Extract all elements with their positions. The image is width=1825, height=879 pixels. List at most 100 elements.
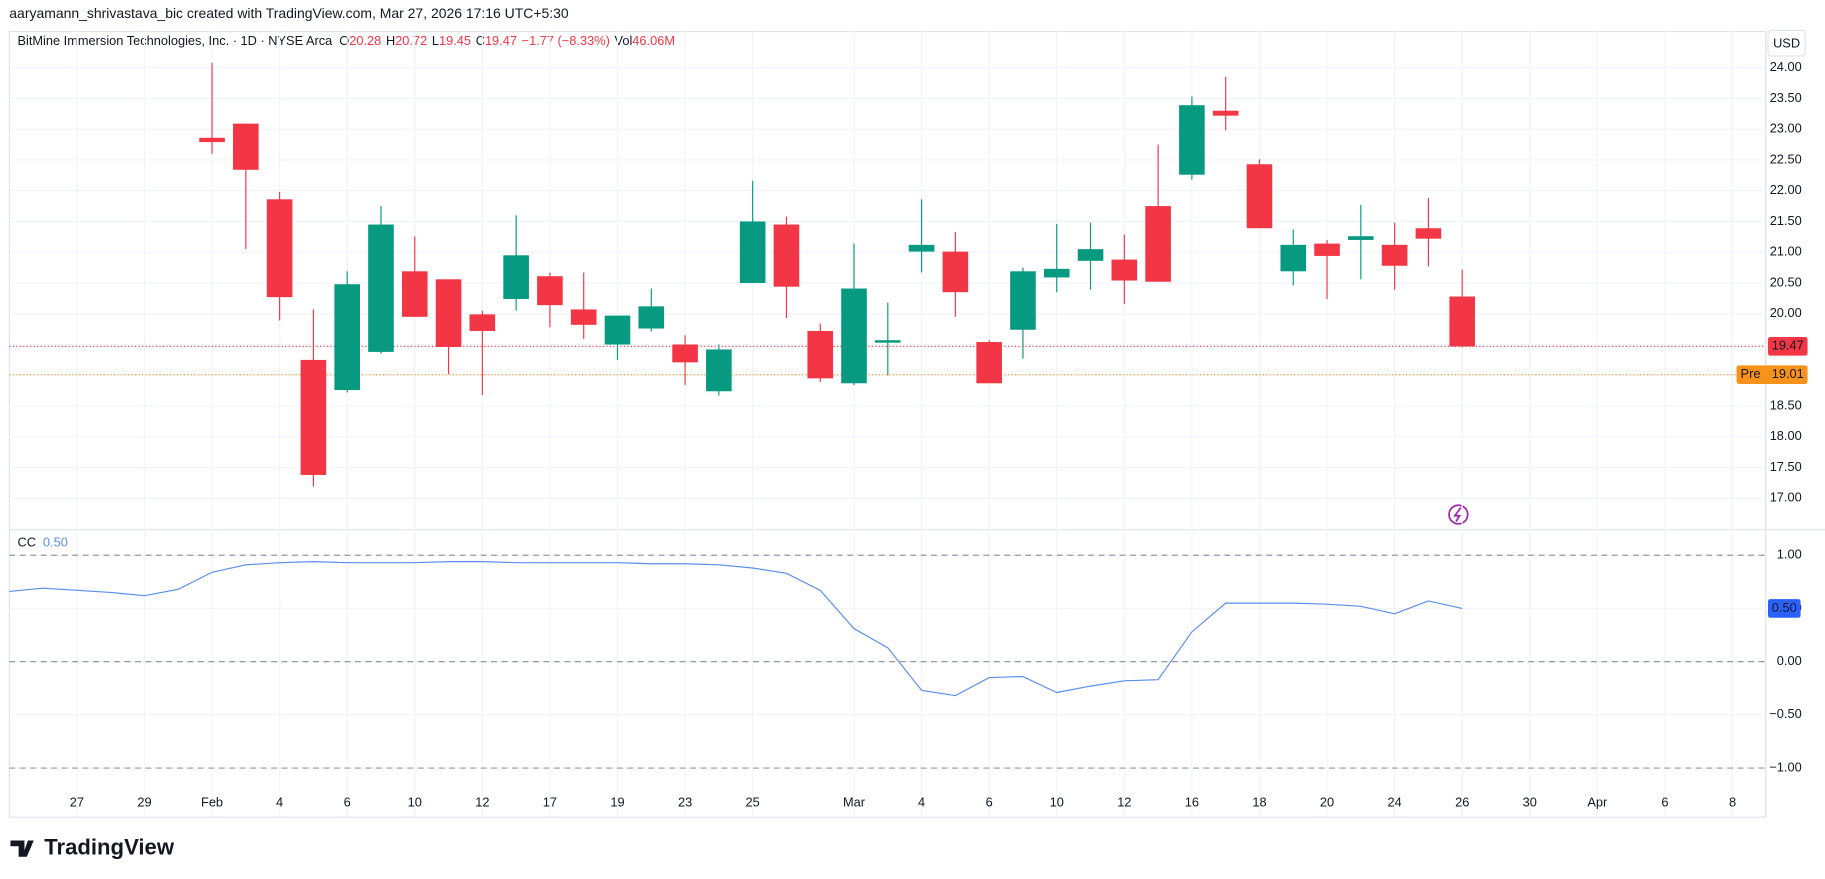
x-tick-label: 6: [1661, 795, 1668, 810]
candle-body: [368, 224, 394, 352]
y-tick-label: −1.00: [1769, 759, 1801, 774]
x-tick-label: 26: [1455, 795, 1469, 810]
ohlc-label: H: [386, 33, 395, 48]
candle-body: [1381, 244, 1408, 266]
last-price-tag: [1767, 337, 1808, 356]
candle-body: [1280, 244, 1307, 272]
alert-icon[interactable]: [1448, 504, 1469, 525]
candle-body: [841, 288, 867, 384]
candle-body: [1415, 228, 1442, 239]
x-tick-label: 20: [1320, 795, 1334, 810]
candle-body: [942, 251, 969, 293]
currency-button[interactable]: [1767, 29, 1806, 57]
x-tick-label: 24: [1388, 795, 1402, 810]
title: BitMine Immersion Technologies, Inc. · 1…: [17, 33, 333, 48]
x-tick-label: 29: [137, 795, 151, 810]
candle-body: [1077, 249, 1104, 261]
y-tick-label: 0.00: [1777, 653, 1802, 668]
x-tick-label: 23: [678, 795, 692, 810]
x-tick-label: 17: [543, 795, 557, 810]
x-tick-label: Feb: [201, 795, 223, 810]
candle-body: [638, 306, 665, 329]
x-tick-label: 12: [1117, 795, 1131, 810]
y-tick-label: 24.00: [1770, 59, 1802, 74]
x-tick-label: Mar: [843, 795, 866, 810]
candle-body: [1010, 271, 1036, 330]
y-tick-label: 17.00: [1770, 490, 1802, 505]
y-tick-label: 20.50: [1770, 274, 1802, 289]
ohlc-value: 20.72: [395, 33, 427, 48]
y-tick-label: 20.00: [1770, 305, 1802, 320]
candle-body: [199, 137, 225, 143]
ohlc-value: 19.45: [439, 33, 471, 48]
candle-body: [334, 284, 360, 391]
premarket-name: Pre: [1741, 366, 1761, 381]
y-tick-label: 17.50: [1770, 459, 1802, 474]
y-tick-label: 22.50: [1770, 151, 1802, 166]
ohlc-value: 19.47: [485, 33, 517, 48]
candle-body: [1043, 268, 1070, 278]
x-tick-label: 18: [1252, 795, 1266, 810]
ohlc-label: C: [476, 33, 485, 48]
x-tick-label: 19: [610, 795, 624, 810]
x-tick-label: 10: [1050, 795, 1064, 810]
candle-body: [908, 244, 935, 252]
x-tick-label: 6: [986, 795, 993, 810]
ohlc-label: O: [339, 33, 349, 48]
candle-body: [1348, 236, 1374, 240]
volume-value: 46.06M: [632, 33, 675, 48]
indicator-name: CC: [17, 535, 35, 550]
currency[interactable]: USD: [1773, 36, 1800, 51]
candle-body: [435, 279, 462, 347]
x-tick-label: 10: [408, 795, 422, 810]
candle-body: [706, 349, 732, 392]
indicator-tag-label: 0.50: [1772, 600, 1797, 615]
change: −1.77 (−8.33%): [522, 33, 610, 48]
candle-body: [874, 340, 901, 343]
x-tick-label: Apr: [1587, 795, 1608, 810]
candle-body: [1111, 259, 1138, 281]
candle-body: [233, 123, 259, 170]
x-tick-label: 30: [1523, 795, 1537, 810]
candle-body: [503, 255, 529, 299]
creator-note: aaryamann_shrivastava_bic created with T…: [9, 5, 569, 21]
candle-body: [1212, 110, 1239, 116]
candle-body: [1179, 105, 1205, 175]
x-tick-label: 16: [1185, 795, 1199, 810]
candle-body: [773, 224, 800, 287]
candle-body: [807, 330, 834, 379]
candle-body: [1246, 164, 1273, 229]
x-tick-label: 8: [1729, 795, 1736, 810]
candle-body: [976, 342, 1002, 384]
y-tick-label: 1.00: [1777, 547, 1802, 562]
x-tick-label: 12: [475, 795, 489, 810]
indicator-line: [9, 561, 1463, 697]
symbol-header: BitMine Immersion Technologies, Inc. · 1…: [17, 33, 675, 48]
y-tick-label: 23.50: [1770, 90, 1802, 105]
candle-body: [266, 199, 293, 298]
y-tick-label: 18.50: [1770, 397, 1802, 412]
x-tick-label: 4: [276, 795, 283, 810]
x-tick-label: 6: [344, 795, 351, 810]
candle-body: [570, 309, 597, 325]
ohlc-label: L: [432, 33, 439, 48]
candle-body: [1145, 206, 1171, 282]
x-tick-label: 27: [70, 795, 84, 810]
premarket-tag: [1736, 365, 1808, 384]
last-price-label: 19.47: [1772, 338, 1804, 353]
candle-body: [604, 315, 631, 345]
x-tick-label: 4: [918, 795, 925, 810]
candle-body: [300, 359, 327, 475]
indicator-header: CC 0.50: [17, 535, 67, 550]
indicator-value: 0.50: [43, 535, 68, 550]
candle-body: [401, 271, 428, 317]
candle-body: [1314, 243, 1340, 256]
y-tick-label: 23.00: [1770, 121, 1802, 136]
ohlc-value: 20.28: [349, 33, 381, 48]
candle-body: [469, 314, 496, 331]
brand-logo: TradingView: [10, 834, 175, 859]
candle-body: [672, 344, 698, 363]
